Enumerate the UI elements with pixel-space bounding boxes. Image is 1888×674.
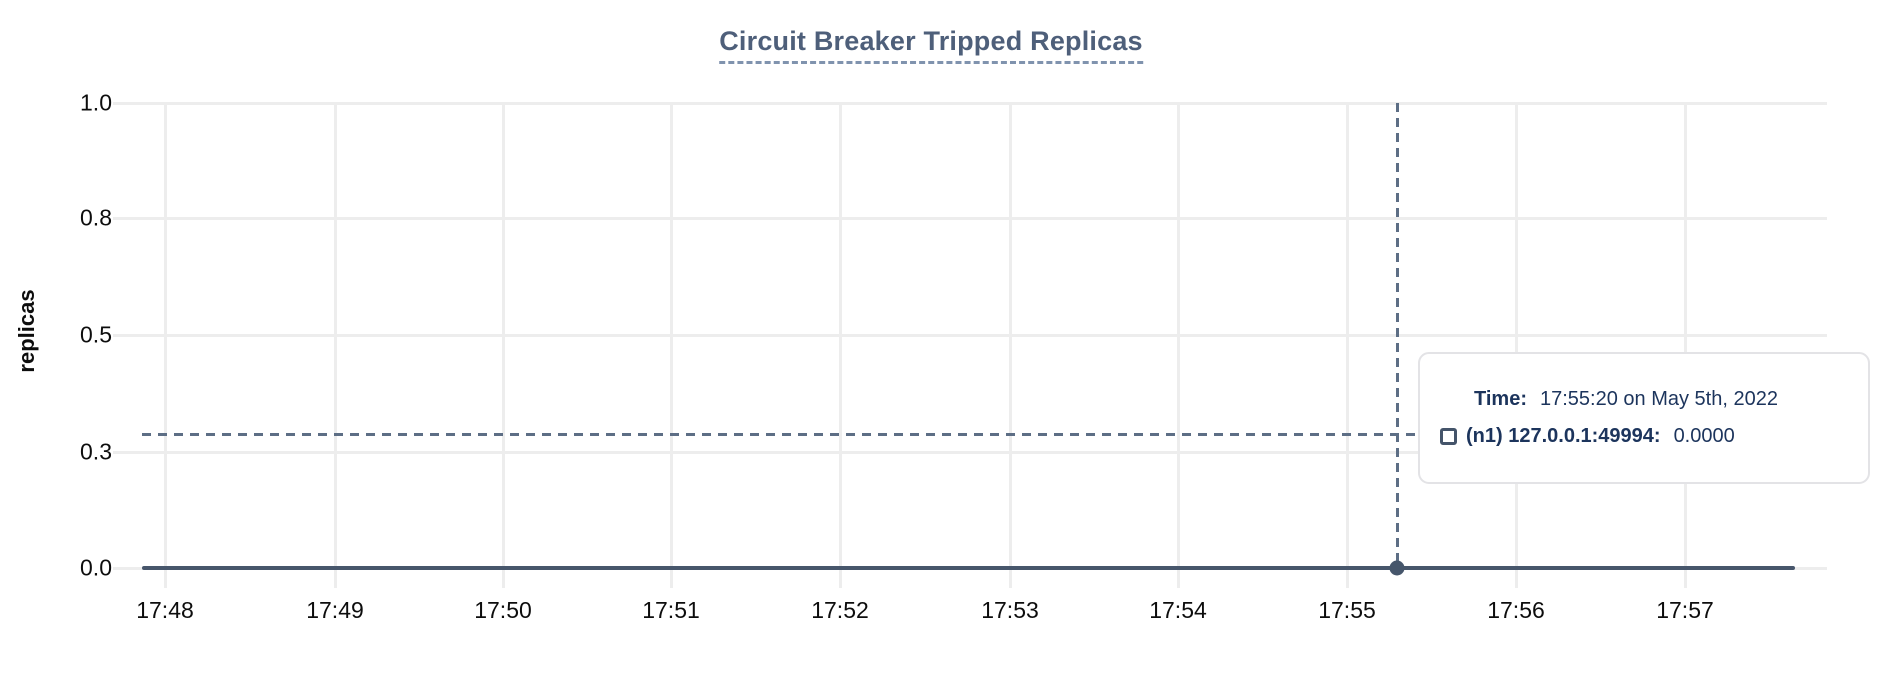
- x-tick-label: 17:52: [811, 597, 869, 623]
- gridline-y-1.0: [113, 102, 1827, 105]
- y-tick-label: 0.0: [80, 554, 112, 581]
- title-dashed-underline: [719, 61, 1143, 64]
- x-tick-label: 17:55: [1318, 597, 1376, 623]
- gridline-x-1756: [1515, 102, 1518, 588]
- gridline-y-0.5: [113, 334, 1827, 337]
- gridline-x-1749: [334, 102, 337, 588]
- x-tick-label: 17:51: [642, 597, 700, 623]
- y-tick-label: 1.0: [80, 89, 112, 116]
- gridline-y-0.8: [113, 217, 1827, 220]
- gridline-x-1755: [1346, 102, 1349, 588]
- tooltip-time-label: Time:: [1474, 388, 1527, 410]
- tooltip-time-row: Time: 17:55:20 on May 5th, 2022: [1420, 388, 1868, 411]
- gridline-x-1750: [502, 102, 505, 588]
- chart-title: Circuit Breaker Tripped Replicas: [719, 26, 1143, 56]
- y-tick-label: 0.3: [80, 438, 112, 465]
- series-line-n1: [142, 566, 1795, 570]
- tooltip-series-row: (n1) 127.0.0.1:49994: 0.0000: [1420, 425, 1868, 448]
- gridline-x-1752: [839, 102, 842, 588]
- gridline-x-1753: [1009, 102, 1012, 588]
- x-tick-label: 17:49: [306, 597, 364, 623]
- square-outline-icon: [1440, 428, 1457, 445]
- gridline-y-0.3: [113, 451, 1827, 454]
- crosshair-horizontal-line: [142, 433, 1827, 436]
- gridline-x-1757: [1684, 102, 1687, 588]
- hovered-datapoint-dot: [1389, 560, 1405, 576]
- tooltip-series-label: (n1) 127.0.0.1:49994:: [1466, 425, 1661, 447]
- tooltip-time-value: 17:55:20 on May 5th, 2022: [1539, 388, 1778, 410]
- x-tick-label: 17:53: [981, 597, 1039, 623]
- x-tick-label: 17:54: [1149, 597, 1207, 623]
- x-tick-label: 17:57: [1656, 597, 1714, 623]
- x-tick-label: 17:56: [1487, 597, 1545, 623]
- y-tick-label: 0.8: [80, 204, 112, 231]
- gridline-x-1748: [164, 102, 167, 588]
- plot-area[interactable]: [122, 103, 1827, 568]
- y-tick-label: 0.5: [80, 321, 112, 348]
- tooltip-series-value: 0.0000: [1673, 425, 1735, 447]
- x-tick-label: 17:48: [136, 597, 194, 623]
- gridline-x-1751: [670, 102, 673, 588]
- x-tick-label: 17:50: [474, 597, 532, 623]
- crosshair-vertical-line: [1396, 103, 1399, 568]
- chart-title-block: Circuit Breaker Tripped Replicas: [719, 24, 1143, 64]
- gridline-x-1754: [1177, 102, 1180, 588]
- chart-tooltip: Time: 17:55:20 on May 5th, 2022 (n1) 127…: [1418, 352, 1870, 484]
